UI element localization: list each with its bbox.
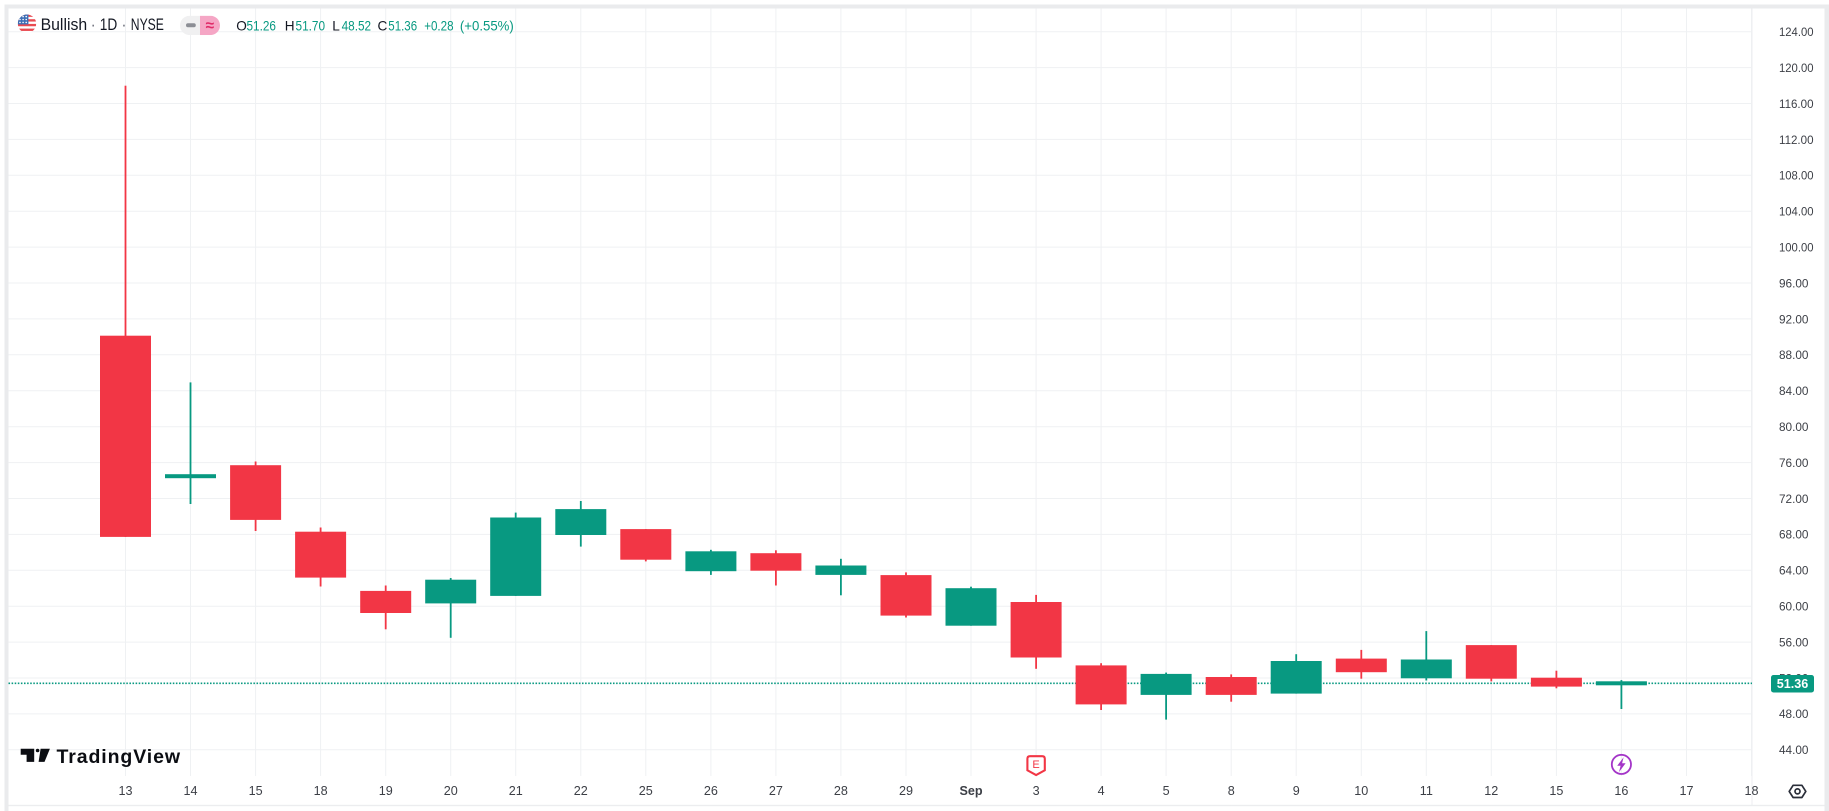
svg-text:10: 10 — [1354, 784, 1368, 798]
svg-text:104.00: 104.00 — [1779, 205, 1814, 219]
svg-text:8: 8 — [1228, 784, 1235, 798]
svg-text:18: 18 — [1744, 784, 1758, 798]
svg-text:17: 17 — [1679, 784, 1693, 798]
svg-text:108.00: 108.00 — [1779, 169, 1814, 183]
svg-text:56.00: 56.00 — [1779, 635, 1809, 649]
svg-text:25: 25 — [639, 784, 653, 798]
svg-text:15: 15 — [249, 784, 263, 798]
svg-text:120.00: 120.00 — [1779, 61, 1814, 75]
svg-text:80.00: 80.00 — [1779, 420, 1809, 434]
svg-text:92.00: 92.00 — [1779, 312, 1809, 326]
svg-text:19: 19 — [379, 784, 393, 798]
svg-text:100.00: 100.00 — [1779, 241, 1814, 255]
svg-text:·: · — [121, 15, 127, 34]
svg-text:28: 28 — [834, 784, 848, 798]
svg-text:29: 29 — [899, 784, 913, 798]
svg-text:11: 11 — [1420, 784, 1433, 798]
svg-text:Bullish: Bullish — [41, 15, 88, 34]
svg-text:5: 5 — [1163, 784, 1170, 798]
svg-text:NYSE: NYSE — [131, 15, 164, 34]
svg-text:·: · — [90, 15, 96, 34]
svg-text:51.36: 51.36 — [1777, 677, 1809, 691]
svg-text:26: 26 — [704, 784, 718, 798]
svg-text:16: 16 — [1614, 784, 1628, 798]
svg-text:116.00: 116.00 — [1779, 97, 1814, 111]
svg-text:27: 27 — [769, 784, 783, 798]
svg-text:48.00: 48.00 — [1779, 707, 1809, 721]
svg-text:96.00: 96.00 — [1779, 276, 1809, 290]
svg-text:Sep: Sep — [959, 784, 982, 798]
svg-text:124.00: 124.00 — [1779, 25, 1814, 39]
svg-text:84.00: 84.00 — [1779, 384, 1809, 398]
svg-text:TradingView: TradingView — [57, 746, 181, 768]
svg-text:76.00: 76.00 — [1779, 456, 1809, 470]
svg-text:13: 13 — [118, 784, 132, 798]
svg-text:112.00: 112.00 — [1779, 133, 1814, 147]
svg-text:15: 15 — [1549, 784, 1563, 798]
svg-text:68.00: 68.00 — [1779, 528, 1809, 542]
svg-text:12: 12 — [1484, 784, 1498, 798]
svg-text:9: 9 — [1293, 784, 1300, 798]
svg-text:4: 4 — [1098, 784, 1105, 798]
svg-text:88.00: 88.00 — [1779, 348, 1809, 362]
svg-text:60.00: 60.00 — [1779, 600, 1809, 614]
svg-text:≈: ≈ — [206, 18, 215, 35]
svg-text:18: 18 — [314, 784, 328, 798]
svg-text:14: 14 — [183, 784, 197, 798]
svg-text:72.00: 72.00 — [1779, 492, 1809, 506]
svg-text:44.00: 44.00 — [1779, 743, 1809, 757]
svg-text:22: 22 — [574, 784, 588, 798]
svg-text:E: E — [1032, 759, 1039, 771]
svg-text:1D: 1D — [100, 15, 118, 34]
svg-text:3: 3 — [1033, 784, 1040, 798]
svg-text:64.00: 64.00 — [1779, 564, 1809, 578]
svg-text:21: 21 — [509, 784, 523, 798]
svg-text:20: 20 — [444, 784, 458, 798]
